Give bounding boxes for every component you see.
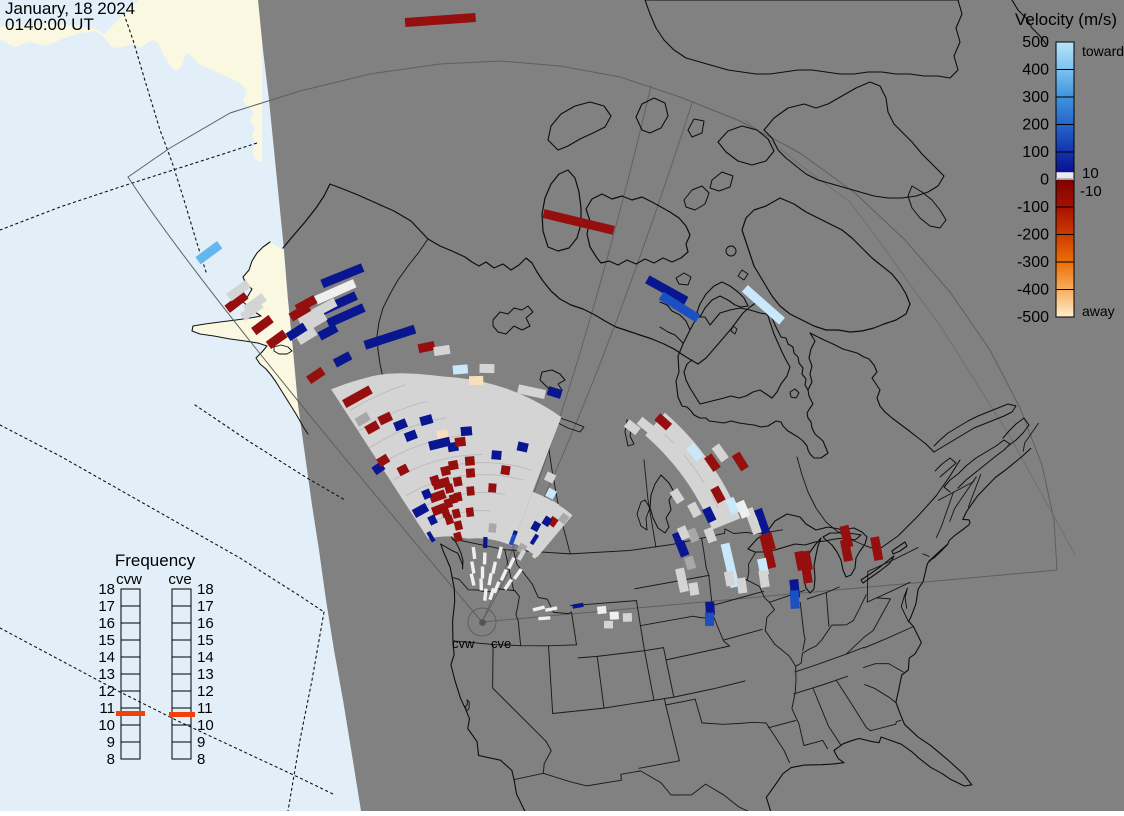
svg-text:18: 18	[197, 581, 214, 598]
svg-text:11: 11	[197, 700, 213, 717]
svg-text:-200: -200	[1017, 227, 1049, 244]
svg-text:12: 12	[98, 683, 115, 700]
svg-text:17: 17	[98, 598, 115, 615]
svg-text:cve: cve	[168, 571, 191, 588]
svg-text:10: 10	[1082, 165, 1099, 182]
svg-text:100: 100	[1022, 144, 1049, 161]
svg-text:0140:00 UT: 0140:00 UT	[5, 15, 94, 34]
svg-text:13: 13	[197, 666, 214, 683]
svg-text:14: 14	[197, 649, 214, 666]
svg-text:cvw: cvw	[116, 571, 142, 588]
svg-text:400: 400	[1022, 62, 1049, 79]
svg-text:300: 300	[1022, 89, 1049, 106]
svg-text:-100: -100	[1017, 199, 1049, 216]
svg-text:500: 500	[1022, 34, 1049, 51]
svg-text:cve: cve	[491, 636, 511, 651]
svg-text:17: 17	[197, 598, 214, 615]
svg-text:12: 12	[197, 683, 214, 700]
svg-text:0: 0	[1040, 172, 1049, 189]
svg-text:January, 18 2024: January, 18 2024	[5, 0, 135, 18]
svg-text:-500: -500	[1017, 309, 1049, 326]
svg-text:15: 15	[197, 632, 214, 649]
svg-text:-400: -400	[1017, 282, 1049, 299]
svg-text:8: 8	[197, 751, 205, 768]
svg-text:11: 11	[99, 700, 115, 717]
svg-text:Frequency: Frequency	[115, 551, 196, 570]
svg-text:14: 14	[98, 649, 115, 666]
svg-text:Velocity (m/s): Velocity (m/s)	[1015, 10, 1117, 29]
svg-text:9: 9	[197, 734, 205, 751]
svg-text:10: 10	[197, 717, 214, 734]
svg-text:10: 10	[98, 717, 115, 734]
svg-text:toward: toward	[1082, 43, 1124, 59]
svg-text:-300: -300	[1017, 254, 1049, 271]
svg-text:15: 15	[98, 632, 115, 649]
svg-text:200: 200	[1022, 117, 1049, 134]
svg-text:13: 13	[98, 666, 115, 683]
svg-text:-10: -10	[1080, 183, 1102, 200]
svg-text:9: 9	[107, 734, 115, 751]
svg-text:away: away	[1082, 303, 1115, 319]
svg-text:16: 16	[98, 615, 115, 632]
svg-text:cvw: cvw	[452, 636, 475, 651]
svg-text:8: 8	[107, 751, 115, 768]
svg-text:16: 16	[197, 615, 214, 632]
svg-text:18: 18	[98, 581, 115, 598]
